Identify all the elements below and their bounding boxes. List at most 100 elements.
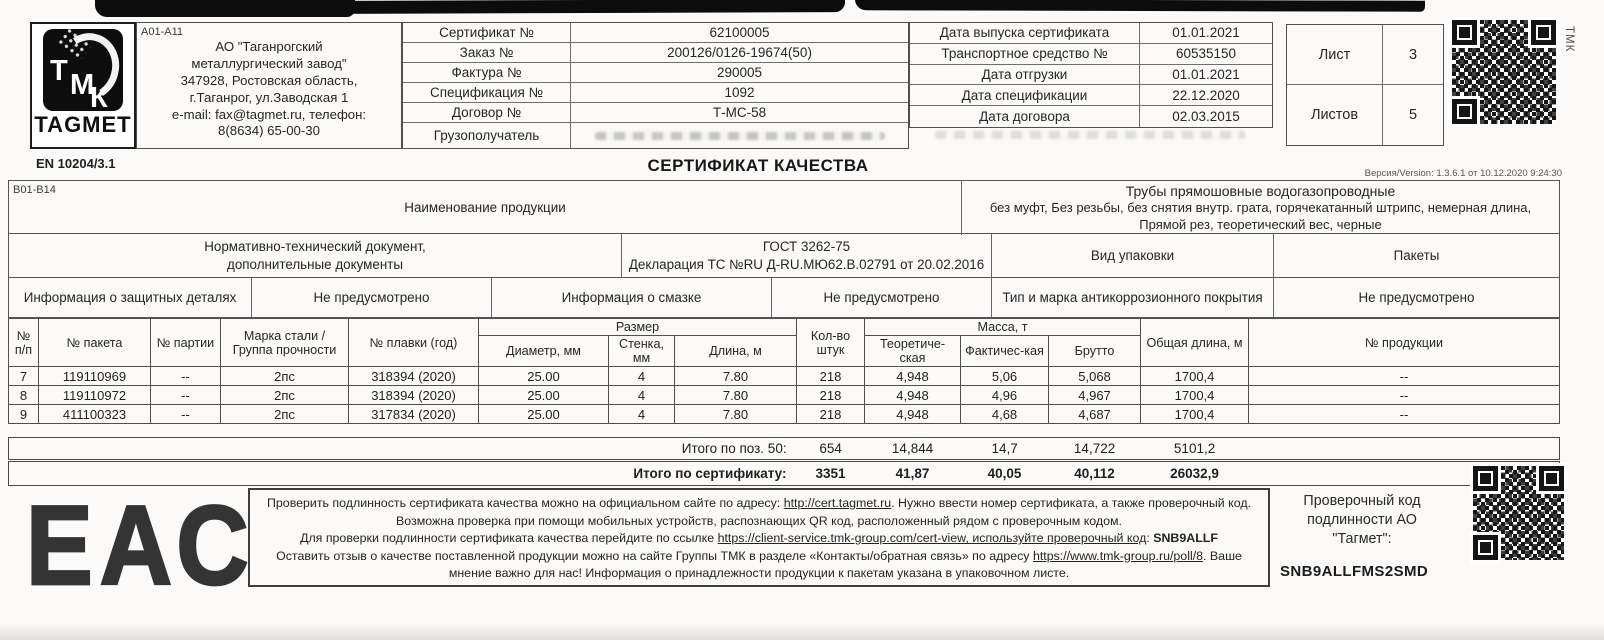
totals-pos-qty: 654 <box>819 441 842 456</box>
table-row: 8 119110972 -- 2пс 318394 (2020) 25.00 4 7.80… <box>8 385 1560 406</box>
col-header-theoretical: Теоретиче-ская <box>864 335 962 368</box>
col-header-length: Длина, м <box>673 335 798 368</box>
coating-value-cell: Не предусмотрено <box>1273 278 1559 317</box>
normative-docs-row: Нормативно-технический документ, дополни… <box>8 234 1560 278</box>
cert-row-value: 62100005 <box>571 23 908 43</box>
date-row-value: 01.01.2021 <box>1140 65 1272 86</box>
totals-cert-qty: 3351 <box>815 466 846 481</box>
totals-cert-label: Итого по сертификату: <box>633 466 787 481</box>
totals-cert-gross: 40,112 <box>1074 466 1115 481</box>
cert-row-label: Фактура № <box>403 63 571 83</box>
coating-label-cell: Тип и марка антикоррозионного покрытия <box>991 278 1273 317</box>
company-info-block: А01-А11 АО "Таганрогский металлургически… <box>136 22 402 149</box>
verification-text: . Нужно ввести номер сертификата, а такж… <box>891 496 1251 510</box>
cert-row-value: 200126/0126-19674(50) <box>571 43 908 63</box>
date-row-label: Дата выпуска сертификата <box>910 23 1140 44</box>
sheet-value: 3 <box>1383 25 1443 85</box>
scan-artifact <box>95 0 355 17</box>
tmk-letter: Т <box>50 55 68 87</box>
cert-site-link-text: http://cert.tagmet.ru <box>783 496 892 510</box>
cert-row-label: Договор № <box>403 103 571 123</box>
totals-pos-actual: 14,7 <box>991 441 1018 456</box>
zone-code-a: А01-А11 <box>141 26 183 38</box>
version-stamp: Версия/Version: 1.3.6.1 от 10.12.2020 9:… <box>1364 168 1562 179</box>
date-row-label: Дата спецификации <box>910 85 1140 107</box>
col-header-wall: Стенка, мм <box>608 335 675 368</box>
cert-row-label: Заказ № <box>403 43 571 63</box>
scan-edge-shade <box>0 622 1604 640</box>
col-header-gross: Брутто <box>1048 335 1142 368</box>
product-name-label: Наименование продукции <box>404 200 566 216</box>
sheets-total-value: 5 <box>1408 107 1418 123</box>
sheet-label: Лист <box>1287 25 1383 85</box>
company-line: г.Таганрог, ул.Заводская 1 <box>189 89 349 105</box>
product-name-line2: без муфт, Без резьбы, без снятия внутр. … <box>989 200 1532 233</box>
protection-info-row: Информация о защитных деталях Не предусм… <box>8 278 1560 318</box>
totals-pos-theoretical: 14,844 <box>891 441 934 456</box>
verification-text: . Ваше <box>1203 548 1242 563</box>
scan-smudge <box>935 131 1245 139</box>
product-name-row: В01-В14 Наименование продукции Трубы пря… <box>8 180 1560 235</box>
col-header-total-length: Общая длина, м <box>1140 317 1250 368</box>
date-row-label: Дата отгрузки <box>910 64 1140 86</box>
company-line: e-mail: fax@tagmet.ru, телефон: <box>171 106 367 122</box>
qr-code-bottom <box>1473 466 1564 560</box>
col-group-size: Размер <box>477 317 798 337</box>
product-name-value-cell: Трубы прямошовные водогазопроводные без … <box>961 181 1559 235</box>
verify-code-value: SNB9ALLFMS2SMD <box>1280 563 1429 580</box>
sheet-counter-table: Лист 3 Листов 5 <box>1286 24 1444 146</box>
cert-row-label: Сертификат № <box>403 23 571 43</box>
totals-pos-gross: 14,722 <box>1073 441 1116 456</box>
ntd-value-cell: ГОСТ 3262-75 Декларация ТС №RU Д-RU.МЮ62… <box>621 234 991 277</box>
client-service-link-text: https://client-service.tmk-group.com/cer… <box>717 531 1147 546</box>
cert-row-value: 1092 <box>571 83 908 103</box>
totals-pos-length: 5101,2 <box>1173 441 1216 456</box>
ntd-label-cell: Нормативно-технический документ, дополни… <box>9 234 621 277</box>
table-row: 9 411100323 -- 2пс 317834 (2020) 25.00 4 7.80… <box>8 404 1560 425</box>
qr-code-top <box>1452 20 1556 124</box>
product-name-cell: В01-В14 Наименование продукции <box>9 181 961 235</box>
tagmet-brand-text: TAGMET <box>34 112 132 137</box>
date-row-value: 01.01.2021 <box>1140 23 1272 44</box>
document-title: СЕРТИФИКАТ КАЧЕСТВА <box>647 156 869 175</box>
zone-code-b: В01-В14 <box>13 184 56 196</box>
cert-row-label: Грузополучатель <box>403 123 571 148</box>
company-line: АО "Таганрогский <box>215 39 323 54</box>
scan-artifact <box>854 0 1426 12</box>
ntd-label-line1: Нормативно-технический документ, <box>204 239 426 255</box>
verify-code-label: Проверочный код подлинности АО "Тагмет": <box>1303 493 1421 547</box>
col-header-qty: Кол-во штук <box>796 317 866 368</box>
company-line: 347928, Ростовская область, <box>180 72 358 88</box>
col-header-num: № п/п <box>8 317 39 368</box>
verification-instructions-box: Проверить подлинность сертификата качест… <box>248 488 1270 587</box>
lubricant-label-cell: Информация о смазке <box>491 278 771 317</box>
declaration-reference: Декларация ТС №RU Д-RU.МЮ62.В.02791 от 2… <box>628 256 985 272</box>
date-row-value: 02.03.2015 <box>1172 109 1240 125</box>
verification-text: : <box>1146 531 1154 546</box>
verification-line3: Для проверки подлинности сертификата кач… <box>262 530 1256 548</box>
cert-row-value: Т-МС-58 <box>571 103 908 123</box>
side-mark-tmk: ТМК <box>1563 26 1575 53</box>
gost-reference: ГОСТ 3262-75 <box>762 239 851 255</box>
verification-text: Для проверки подлинности сертификата кач… <box>300 531 718 546</box>
totals-pos-label: Итого по поз. 50: <box>681 441 787 456</box>
verification-code-inline: SNB9ALLF <box>1153 531 1218 546</box>
verification-line1: Проверить подлинность сертификата качест… <box>262 495 1256 513</box>
col-header-batch: № партии <box>150 317 221 368</box>
col-header-product-num: № продукции <box>1248 317 1560 368</box>
company-line: металлургический завод" <box>191 55 347 71</box>
sheets-total-label: Листов <box>1287 85 1383 145</box>
table-row: 7 119110969 -- 2пс 318394 (2020) 25.00 4 7.80… <box>8 366 1560 387</box>
col-group-mass: Масса, т <box>864 317 1142 337</box>
totals-cert-theoretical: 41,87 <box>895 466 930 481</box>
packaging-label-cell: Вид упаковки <box>991 234 1273 277</box>
scan-artifact <box>329 0 846 14</box>
verification-text: Оставить отзыв о качестве поставленной п… <box>276 548 1033 563</box>
col-header-heat: № плавки (год) <box>348 317 479 368</box>
tmk-logo-icon: Т М К <box>43 29 123 111</box>
verification-line4: Оставить отзыв о качестве поставленной п… <box>262 548 1256 566</box>
cert-row-value: 290005 <box>571 63 908 83</box>
packaging-value-cell: Пакеты <box>1273 234 1559 277</box>
consignee-redacted-smudge <box>571 123 908 148</box>
